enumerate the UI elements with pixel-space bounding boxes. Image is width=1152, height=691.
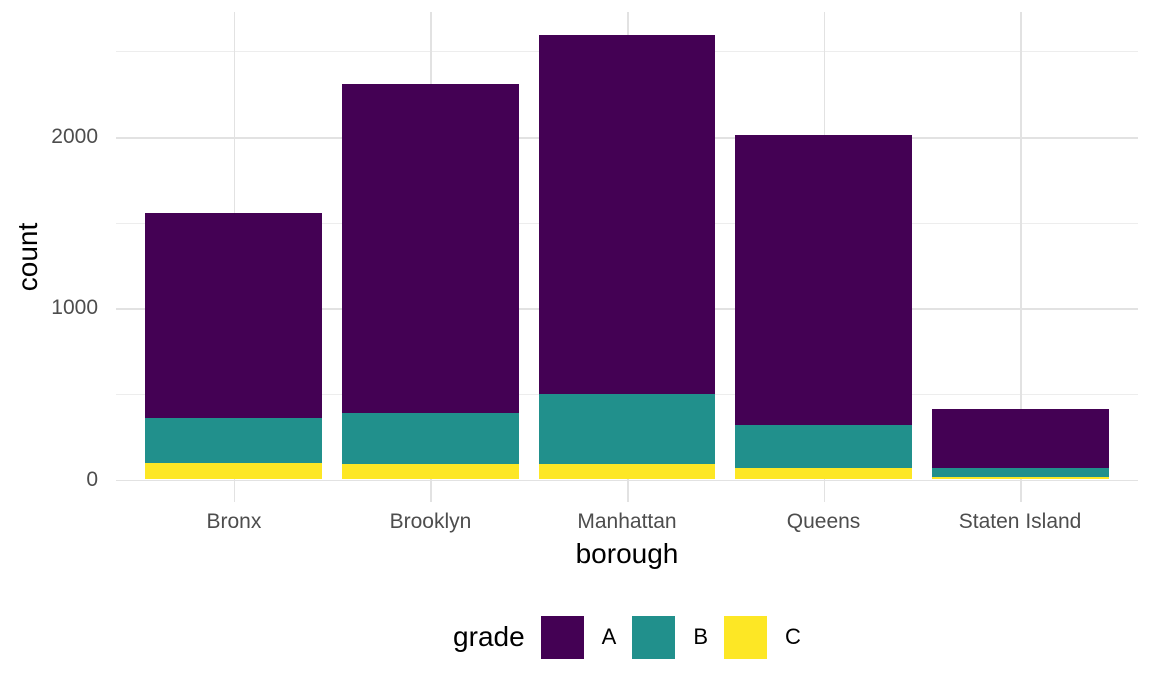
bar-segment-bronx-B bbox=[145, 417, 323, 464]
bar-segment-brooklyn-A bbox=[342, 83, 519, 413]
bar-segment-staten-island-C bbox=[931, 477, 1109, 480]
bar-segment-queens-C bbox=[735, 467, 912, 480]
legend-label-C: C bbox=[785, 624, 801, 649]
bar-segment-brooklyn-C bbox=[342, 464, 519, 480]
x-tick-label-queens: Queens bbox=[786, 510, 861, 533]
bar-segment-bronx-A bbox=[145, 213, 323, 418]
y-tick-label-0: 0 bbox=[86, 467, 98, 491]
gridline-x-staten-island bbox=[1020, 12, 1022, 502]
legend-swatch-C bbox=[724, 615, 768, 659]
legend-item-B: B bbox=[632, 615, 709, 659]
x-tick-label-manhattan: Manhattan bbox=[577, 510, 677, 533]
legend-items: A B C bbox=[540, 615, 801, 659]
x-tick-label-brooklyn: Brooklyn bbox=[389, 510, 472, 533]
y-axis-title: count bbox=[12, 222, 43, 292]
legend-title: grade bbox=[453, 621, 525, 652]
x-tick-label-bronx: Bronx bbox=[206, 510, 262, 533]
bar-segment-manhattan-B bbox=[538, 393, 716, 465]
legend-label-B: B bbox=[693, 624, 709, 649]
bar-segment-queens-B bbox=[735, 425, 912, 468]
bar-segment-staten-island-A bbox=[931, 409, 1109, 468]
legend-label-A: A bbox=[601, 624, 617, 649]
x-tick-label-staten-island: Staten Island bbox=[958, 510, 1082, 533]
legend-item-C: C bbox=[724, 615, 801, 659]
bar-segment-staten-island-B bbox=[931, 467, 1109, 478]
y-tick-label-2000: 2000 bbox=[51, 125, 98, 148]
bar-segment-brooklyn-B bbox=[342, 412, 519, 465]
legend-swatch-A bbox=[540, 615, 584, 659]
bar-segment-queens-A bbox=[735, 134, 912, 426]
x-axis-title: borough bbox=[575, 538, 679, 569]
legend-swatch-B bbox=[632, 615, 676, 659]
bar-segment-bronx-C bbox=[145, 463, 323, 480]
plot-panel bbox=[116, 12, 1138, 502]
y-tick-label-1000: 1000 bbox=[51, 296, 98, 320]
legend-item-A: A bbox=[540, 615, 617, 659]
bar-segment-manhattan-C bbox=[538, 464, 716, 480]
legend: grade A B C bbox=[116, 612, 1138, 662]
bar-segment-manhattan-A bbox=[538, 35, 716, 394]
